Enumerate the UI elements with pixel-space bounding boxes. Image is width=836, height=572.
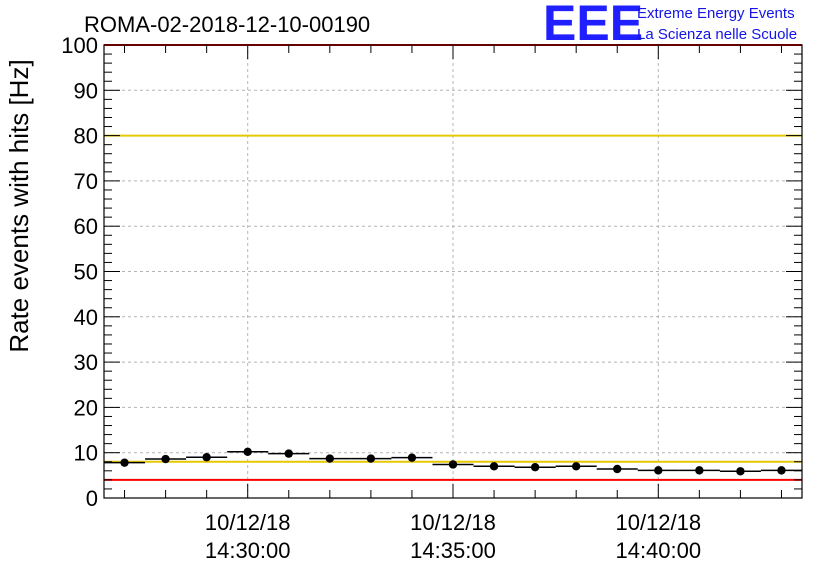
data-point <box>407 453 417 462</box>
data-series <box>104 447 802 476</box>
data-point <box>613 464 622 474</box>
logo-subtitle-line2: La Scienza nelle Scuole <box>637 26 797 43</box>
data-point <box>325 454 335 463</box>
data-point <box>736 467 745 476</box>
y-tick-label: 60 <box>74 214 98 239</box>
x-tick-time: 14:35:00 <box>410 538 496 563</box>
data-point <box>571 462 581 471</box>
data-point <box>284 449 293 458</box>
data-point <box>654 466 663 475</box>
x-tick-date: 10/12/18 <box>205 510 291 535</box>
data-point <box>530 462 540 472</box>
logo-subtitle-line1: Extreme Energy Events <box>637 5 795 22</box>
axes: 0 10 20 30 40 50 60 70 80 90 100 10/12/18 14:30:00 10… <box>61 33 803 563</box>
data-point <box>366 454 376 463</box>
data-point <box>777 466 786 475</box>
y-tick-label: 100 <box>61 33 98 58</box>
y-tick-label: 30 <box>74 350 98 375</box>
y-tick-label: 0 <box>86 486 98 511</box>
y-axis-label: Rate events with hits [Hz] <box>4 59 34 352</box>
x-tick-date: 10/12/18 <box>410 510 496 535</box>
grid <box>104 45 802 498</box>
y-tick-label: 70 <box>74 169 98 194</box>
y-tick-label: 10 <box>74 441 98 466</box>
x-tick-time: 14:40:00 <box>615 538 701 563</box>
y-tick-label: 80 <box>74 124 98 149</box>
y-tick-label: 90 <box>74 78 98 103</box>
data-point <box>243 447 252 456</box>
data-point <box>489 462 499 471</box>
data-point <box>695 466 704 475</box>
y-tick-label: 40 <box>74 305 98 330</box>
data-point <box>448 460 458 469</box>
y-tick-label: 50 <box>74 260 98 285</box>
y-tick-label: 20 <box>74 395 98 420</box>
eee-logo: EEE <box>543 0 643 51</box>
data-point <box>202 453 211 462</box>
x-tick-date: 10/12/18 <box>615 510 701 535</box>
data-point <box>120 458 129 467</box>
data-point <box>161 454 170 464</box>
x-tick-time: 14:30:00 <box>205 538 291 563</box>
chart-title: ROMA-02-2018-12-10-00190 <box>84 12 370 37</box>
